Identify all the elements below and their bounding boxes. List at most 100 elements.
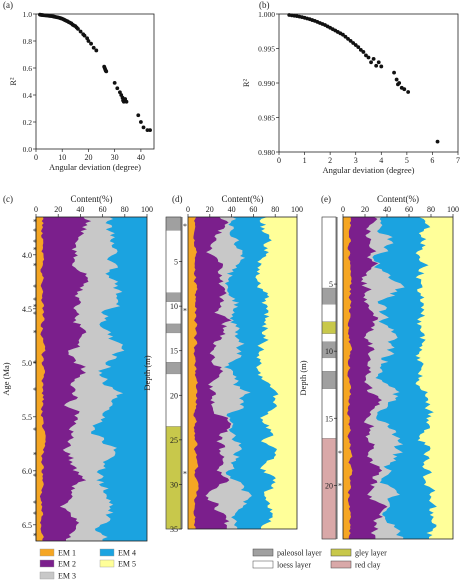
stratum-paleosol	[165, 292, 182, 302]
y-tick-label: 1.000	[258, 10, 275, 19]
scatter-panel-a: 0 10 20 30 40 0.0 0.2 0.4 0.6 0.8 1.0 Angular devia…	[8, 10, 155, 172]
data-point	[124, 99, 129, 104]
data-point	[402, 87, 407, 92]
x-tick-label: 100	[291, 205, 303, 214]
data-point	[91, 45, 96, 50]
sample-marker: *	[183, 307, 187, 316]
data-point	[112, 80, 117, 85]
legend-swatch-em2	[39, 559, 55, 568]
stratum-paleosol	[165, 216, 182, 231]
em1-band	[36, 217, 46, 541]
panel-label: (b)	[259, 0, 270, 10]
sample-marker: *	[33, 283, 37, 292]
x-tick-label: 30	[111, 153, 119, 162]
plot-frame	[342, 216, 454, 540]
area-panel-d: 0 20 40 60 80 100 Content(%) 5 10 15 20 25 30 35 Depth…	[142, 194, 303, 534]
y-tick-label: 0.990	[258, 79, 275, 88]
data-point	[361, 50, 366, 54]
y-tick-label: 4.0	[22, 251, 32, 260]
legend-swatch-em3	[39, 571, 55, 580]
x-tick-label: 20	[361, 205, 369, 214]
x-tick-label: 0	[34, 153, 38, 162]
data-point	[379, 64, 384, 69]
em2-band	[343, 217, 388, 539]
sample-marker: *	[338, 449, 342, 458]
data-point	[89, 41, 93, 46]
y-tick-label: 4.5	[22, 305, 32, 314]
axis-title: Content(%)	[71, 194, 113, 204]
data-point	[145, 128, 150, 133]
y-tick-label: 0.995	[258, 45, 275, 54]
stratum-gley	[321, 321, 337, 334]
sample-marker: *	[33, 451, 37, 460]
y-tick-label: 0.980	[258, 148, 275, 157]
stratum-paleosol	[321, 287, 337, 305]
y-tick-label: 6.0	[22, 467, 32, 476]
data-point	[78, 29, 83, 34]
data-point	[392, 70, 396, 75]
stratum-loess	[321, 216, 337, 289]
x-tick-label: 40	[228, 205, 236, 214]
data-point	[348, 39, 353, 43]
sample-marker: *	[33, 262, 37, 271]
panel-label: (c)	[3, 194, 13, 204]
data-point	[115, 86, 120, 91]
x-tick-label: 0	[277, 156, 281, 165]
sample-marker: *	[33, 310, 37, 319]
y-tick-label: 35	[170, 525, 178, 534]
y-tick-label: 10	[325, 347, 333, 356]
data-point	[369, 60, 373, 65]
y-axis-label: R²	[241, 78, 251, 87]
sample-marker: *	[33, 510, 37, 519]
sample-marker: *	[33, 217, 37, 226]
y-tick-label: 5	[174, 258, 178, 267]
y-tick-label: 1.0	[23, 10, 33, 19]
data-point	[364, 53, 368, 58]
legend-label: EM 5	[118, 560, 136, 569]
sample-marker: *	[33, 245, 37, 254]
x-tick-label: 1	[303, 156, 307, 165]
x-tick-label: 7	[456, 156, 460, 165]
sample-marker: *	[338, 481, 342, 490]
x-tick-label: 60	[99, 205, 107, 214]
stratum-paleosol	[321, 371, 337, 389]
data-point	[136, 113, 141, 118]
y-tick-label: 10	[170, 302, 178, 311]
stratum-paleosol	[165, 362, 182, 375]
data-point	[397, 81, 402, 85]
em2-band	[188, 217, 232, 529]
plot-frame	[278, 13, 459, 153]
x-tick-label: 20	[54, 205, 62, 214]
legend-label: red clay	[355, 561, 381, 570]
x-tick-label: 40	[76, 205, 84, 214]
legend-label: EM 2	[58, 560, 76, 569]
data-point	[76, 26, 80, 31]
y-tick-label: 30	[170, 480, 178, 489]
x-tick-label: 20	[206, 205, 214, 214]
data-point	[148, 128, 152, 133]
x-axis-label: Angular deviation (degree)	[49, 162, 141, 172]
strat-column-frame	[321, 216, 337, 540]
data-point	[358, 47, 363, 52]
panel-label: (a)	[3, 0, 13, 10]
stratum-loess	[321, 333, 337, 342]
data-point	[138, 120, 143, 124]
data-point	[341, 32, 345, 37]
y-axis-label: R²	[8, 77, 18, 86]
data-point	[86, 39, 91, 43]
x-tick-label: 0	[341, 205, 345, 214]
y-tick-label: 5.0	[22, 359, 32, 368]
x-tick-label: 2	[328, 156, 332, 165]
y-axis-label: Depth (m)	[298, 360, 308, 395]
x-tick-label: 10	[58, 153, 66, 162]
legend-label: gley layer	[355, 549, 387, 558]
data-point	[376, 60, 381, 65]
data-point	[371, 56, 376, 61]
x-tick-label: 60	[405, 205, 413, 214]
y-tick-label: 20	[170, 391, 178, 400]
sample-marker: *	[33, 329, 37, 338]
y-tick-label: 0.0	[23, 145, 33, 154]
data-point	[82, 33, 87, 38]
